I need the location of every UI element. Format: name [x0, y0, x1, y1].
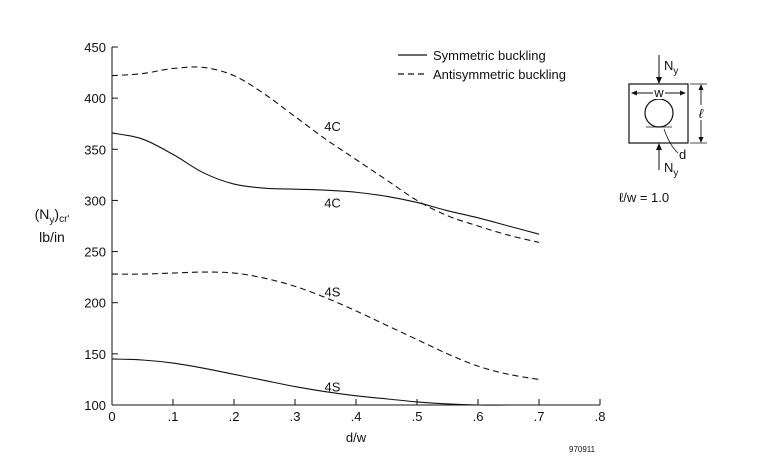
- w-right-arrowhead: [680, 90, 686, 96]
- y-axis-label-line1: (Ny)cr': [24, 206, 80, 229]
- ny-bottom-arrowhead: [656, 143, 662, 150]
- w-label: w: [653, 85, 664, 100]
- y-tick-label: 200: [84, 296, 106, 311]
- panel-inset-diagram: Ny w ℓ d Ny ℓ/w = 1.0: [619, 55, 707, 205]
- w-left-arrowhead: [631, 90, 637, 96]
- w-label-bg: [653, 86, 665, 99]
- x-tick-label: .4: [351, 409, 362, 424]
- y-axis-label-sub2: cr': [59, 214, 70, 225]
- x-axis-label: d/w: [346, 430, 367, 445]
- legend-antisymmetric-label: Antisymmetric buckling: [433, 67, 566, 82]
- y-axis-label-sub1: y: [49, 214, 55, 226]
- x-tick-label: .8: [595, 409, 606, 424]
- series-label: 4S: [325, 284, 341, 299]
- ticks: 0 .1 .2 .3 .4 .5 .6 .7 .8 100 150 200 250 300 350 400 45…: [84, 40, 605, 424]
- aspect-ratio-label: ℓ/w = 1.0: [619, 190, 669, 205]
- y-tick-label: 150: [84, 347, 106, 362]
- x-tick-label: .1: [168, 409, 179, 424]
- y-axis-label-main: (N: [34, 206, 50, 222]
- y-tick-label: 250: [84, 245, 106, 260]
- ny-bottom-sub: y: [673, 168, 678, 179]
- y-axis-label-close: ): [54, 206, 60, 222]
- antisymmetric-4c-line: [111, 66, 540, 243]
- y-tick-label: 300: [84, 193, 106, 208]
- panel-hole: [644, 98, 674, 128]
- l-label: ℓ: [699, 106, 704, 121]
- symmetric-4c-line: [111, 132, 540, 235]
- x-tick-label: .7: [534, 409, 545, 424]
- ny-top-letter: N: [664, 58, 673, 73]
- symmetric-4s-line: [111, 358, 539, 406]
- ny-top-arrowhead: [656, 77, 662, 84]
- x-tick-label: .5: [412, 409, 423, 424]
- axes: [111, 47, 600, 406]
- l-top-arrowhead: [698, 84, 704, 90]
- y-tick-label: 450: [84, 40, 106, 55]
- x-tick-label: .2: [229, 409, 240, 424]
- y-axis-label-line2: lb/in: [39, 228, 65, 245]
- x-tick-label: .6: [473, 409, 484, 424]
- legend-symmetric-label: Symmetric buckling: [433, 48, 546, 63]
- l-bottom-arrowhead: [698, 137, 704, 143]
- series-label: 4C: [324, 119, 341, 134]
- figure-id: 970911: [569, 445, 596, 454]
- legend: Symmetric buckling Antisymmetric bucklin…: [398, 48, 566, 82]
- y-tick-label: 100: [84, 398, 106, 413]
- ny-top-sub: y: [673, 66, 678, 77]
- y-axis-label: (Ny)cr' lb/in: [24, 206, 80, 246]
- d-label: d: [679, 147, 686, 162]
- series-label: 4C: [324, 195, 341, 210]
- ny-bottom-label: Ny: [664, 160, 678, 179]
- x-tick-label: .3: [290, 409, 301, 424]
- y-tick-label: 350: [84, 142, 106, 157]
- ny-top-label: Ny: [664, 58, 678, 77]
- antisymmetric-4s-line: [111, 271, 540, 380]
- x-tick-label: 0: [108, 409, 115, 424]
- series-label: 4S: [325, 380, 341, 395]
- series-labels: 4C 4C 4S 4S: [324, 119, 341, 395]
- series-layer: [111, 66, 540, 406]
- l-label-bg: [696, 105, 707, 120]
- y-tick-label: 400: [84, 91, 106, 106]
- ny-bottom-letter: N: [664, 160, 673, 175]
- d-leader-line: [663, 128, 679, 154]
- panel-square: [628, 83, 689, 144]
